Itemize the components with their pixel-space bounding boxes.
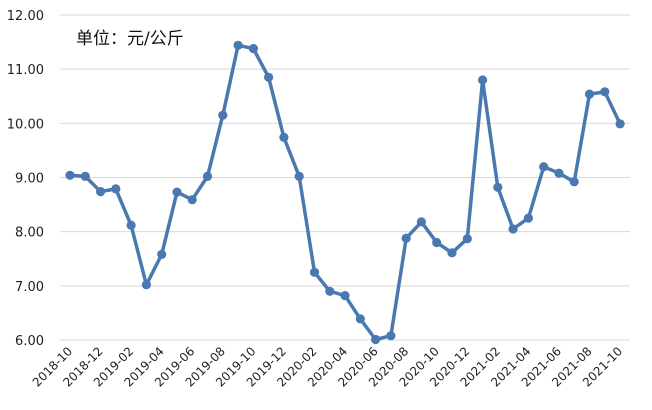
data-point	[172, 187, 182, 197]
y-tick-label: 11.00	[7, 63, 44, 78]
data-point	[294, 171, 304, 181]
y-tick-label: 12.00	[7, 9, 44, 24]
data-point	[218, 110, 228, 120]
y-axis-ticks: 6.00 7.00 8.00 9.00 10.00 11.00 12.00	[7, 9, 44, 349]
data-point	[493, 182, 503, 192]
data-point	[126, 220, 136, 230]
data-point	[432, 237, 442, 248]
data-point	[202, 171, 213, 181]
data-point	[416, 217, 426, 227]
data-point	[371, 334, 381, 345]
data-point	[539, 162, 549, 172]
data-point	[340, 291, 350, 301]
data-point	[264, 72, 274, 82]
data-point	[523, 213, 534, 223]
data-point	[401, 233, 411, 243]
y-tick-label: 8.00	[15, 226, 44, 241]
y-tick-label: 7.00	[15, 280, 44, 295]
data-point	[141, 280, 151, 290]
y-tick-label: 10.00	[7, 117, 44, 132]
data-point	[111, 184, 121, 194]
data-point	[65, 170, 75, 180]
data-point	[615, 119, 625, 129]
data-point	[355, 314, 365, 324]
series-price	[65, 40, 625, 345]
gridlines	[60, 14, 630, 341]
data-point	[279, 132, 289, 142]
y-tick-label: 6.00	[15, 334, 44, 349]
data-point	[233, 40, 243, 50]
data-point	[584, 89, 595, 99]
data-point	[157, 249, 167, 259]
data-point	[508, 224, 518, 234]
data-point	[325, 286, 335, 296]
data-point	[462, 234, 472, 244]
data-point	[248, 44, 258, 54]
data-point	[309, 267, 320, 277]
data-point	[80, 171, 90, 181]
data-point	[554, 168, 564, 178]
data-point	[569, 177, 579, 187]
data-point	[478, 75, 488, 85]
data-point	[447, 248, 457, 258]
unit-label: 单位：元/公斤	[76, 29, 184, 49]
x-axis-ticks: 2018-102018-122019-022019-042019-062019-…	[30, 344, 625, 389]
data-point	[187, 195, 197, 205]
data-point	[386, 331, 396, 341]
data-point	[96, 187, 106, 197]
y-tick-label: 9.00	[15, 172, 44, 187]
data-point	[600, 87, 610, 97]
